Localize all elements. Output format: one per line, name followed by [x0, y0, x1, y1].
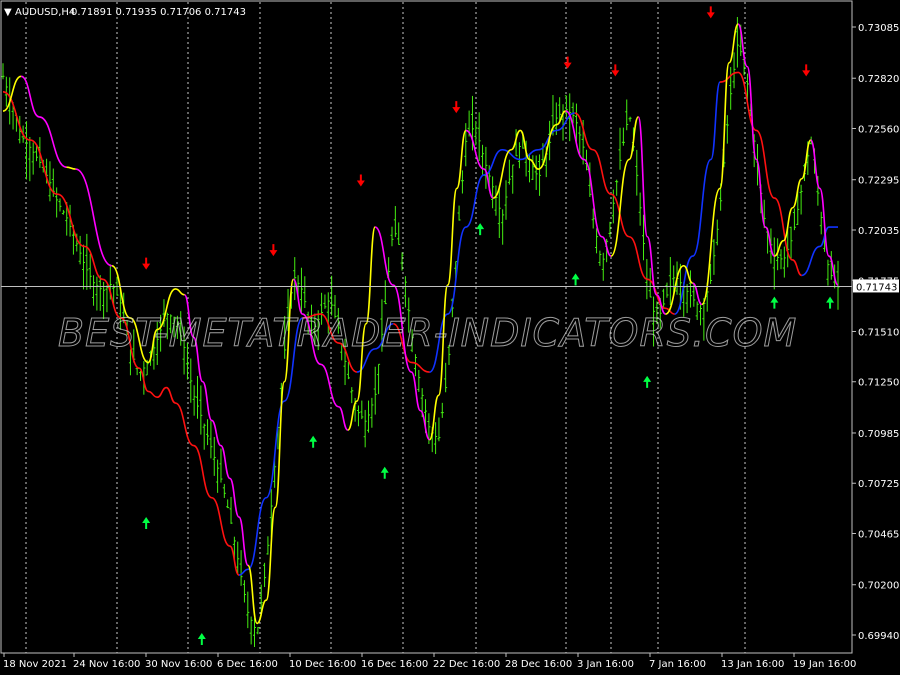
price-tick-label-11: 0.70200	[858, 581, 899, 592]
buy-arrow-icon-8	[826, 296, 835, 309]
time-tick-label-4: 10 Dec 16:00	[289, 659, 356, 670]
fast-trend-segment-7	[292, 278, 349, 431]
ohlc-readout: 0.71891 0.71935 0.71706 0.71743	[71, 7, 246, 18]
price-tick-label-10: 0.70465	[858, 530, 899, 541]
fast-trend-segment-17	[692, 282, 703, 306]
sell-arrow-icon-1	[269, 244, 278, 257]
slow-trend-segment-4	[392, 322, 430, 373]
buy-arrow-icon-6	[643, 375, 652, 388]
sell-arrow-icon-0	[142, 257, 151, 270]
fast-trend-segment-21	[809, 139, 839, 286]
price-tick-label-12: 0.69940	[858, 631, 899, 642]
time-tick-label-7: 28 Dec 16:00	[505, 659, 572, 670]
plot-frame	[0, 0, 853, 654]
symbol-title: AUDUSD,H4	[15, 7, 75, 18]
slow-trend-segment-9	[801, 226, 838, 277]
slow-trend-segment-2	[302, 313, 358, 373]
time-tick-label-5: 16 Dec 16:00	[361, 659, 428, 670]
price-tick-label-8: 0.70985	[858, 429, 899, 440]
fast-trend-segment-5	[183, 293, 249, 567]
fast-trend-segment-0	[2, 75, 22, 112]
last-price-label: 0.71743	[856, 282, 897, 293]
price-tick-label-7: 0.71250	[858, 378, 899, 389]
price-tick-label-4: 0.72035	[858, 226, 899, 237]
slow-trend-segment-3	[356, 322, 394, 373]
watermark: BEST-METATRADER-INDICATORS.COM	[58, 311, 797, 355]
slow-trend-segment-1	[238, 317, 304, 576]
time-tick-label-3: 6 Dec 16:00	[217, 659, 278, 670]
fast-trend-segment-13	[565, 110, 612, 257]
fast-trend-segment-14	[610, 116, 640, 257]
price-tick-label-2: 0.72560	[858, 124, 899, 135]
time-tick-label-2: 30 Nov 16:00	[145, 659, 212, 670]
slow-trend-line	[2, 71, 838, 576]
fast-trend-segment-16	[665, 264, 694, 315]
buy-arrow-icon-4	[476, 223, 485, 236]
fast-trend-segment-15	[637, 116, 666, 315]
sell-arrow-icon-5	[611, 64, 620, 77]
price-tick-label-1: 0.72820	[858, 74, 899, 85]
fast-trend-segment-12	[492, 110, 566, 199]
time-tick-label-0: 18 Nov 2021	[3, 659, 67, 670]
fast-trend-segment-10	[428, 129, 467, 441]
fast-trend-segment-3	[75, 168, 113, 267]
fast-trend-segment-11	[465, 129, 494, 199]
slow-trend-segment-8	[719, 71, 803, 277]
fast-trend-segment-9	[374, 226, 431, 441]
time-tick-label-10: 13 Jan 16:00	[721, 659, 784, 670]
slow-trend-segment-6	[574, 112, 675, 315]
last-price-badge: 0.71743	[853, 279, 899, 293]
price-axis: 0.73085 0.72820 0.72560 0.72295 0.72035 0.717…	[852, 23, 899, 642]
time-axis: 18 Nov 2021 24 Nov 16:00 30 Nov 16:00 6 Dec…	[3, 653, 856, 670]
slow-trend-segment-0	[2, 90, 240, 576]
buy-arrow-icon-0	[142, 517, 151, 530]
time-tick-label-9: 7 Jan 16:00	[649, 659, 706, 670]
time-tick-label-6: 22 Dec 16:00	[433, 659, 500, 670]
price-tick-label-3: 0.72295	[858, 176, 899, 187]
sell-arrow-icon-7	[802, 64, 811, 77]
fast-trend-segment-6	[247, 278, 295, 625]
buy-arrow-icon-5	[571, 273, 580, 286]
fast-trend-line	[2, 23, 839, 625]
price-tick-label-0: 0.73085	[858, 23, 899, 34]
fast-trend-segment-4	[111, 264, 185, 364]
time-tick-label-1: 24 Nov 16:00	[73, 659, 140, 670]
fast-trend-segment-18	[701, 23, 739, 306]
sell-arrow-icon-2	[356, 174, 365, 187]
sell-arrow-icon-3	[452, 101, 461, 114]
sell-arrow-icon-6	[706, 6, 715, 19]
chart-menu-icon[interactable]: ▼	[4, 7, 12, 18]
time-tick-label-8: 3 Jan 16:00	[577, 659, 634, 670]
buy-arrow-icon-2	[309, 435, 318, 448]
buy-arrow-icon-7	[770, 296, 779, 309]
sell-arrow-icon-4	[563, 56, 572, 69]
buy-arrow-icon-3	[380, 466, 389, 479]
time-tick-label-11: 19 Jan 16:00	[793, 659, 856, 670]
fast-trend-segment-1	[20, 75, 67, 168]
slow-trend-segment-7	[674, 81, 721, 315]
fast-trend-segment-8	[347, 226, 376, 431]
fast-trend-segment-20	[774, 139, 812, 257]
buy-arrow-icon-1	[197, 633, 206, 645]
price-tick-label-6: 0.71510	[858, 327, 899, 338]
fast-trend-segment-2	[66, 166, 76, 170]
signal-arrows	[142, 6, 835, 645]
fast-trend-segment-19	[737, 23, 776, 257]
price-tick-label-9: 0.70725	[858, 479, 899, 490]
